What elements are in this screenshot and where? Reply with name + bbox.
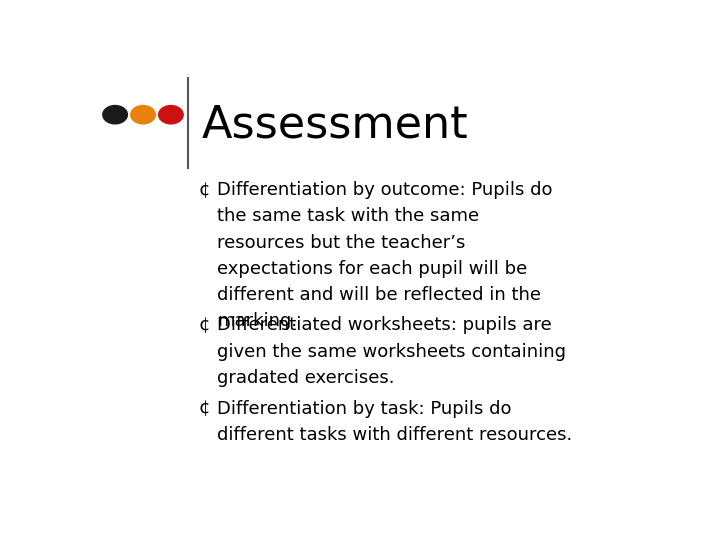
Text: expectations for each pupil will be: expectations for each pupil will be [217,260,528,278]
Circle shape [158,105,183,124]
Text: different and will be reflected in the: different and will be reflected in the [217,286,541,304]
Text: Differentiation by outcome: Pupils do: Differentiation by outcome: Pupils do [217,181,553,199]
Text: ¢: ¢ [199,400,210,417]
Circle shape [103,105,127,124]
Text: ¢: ¢ [199,316,210,334]
Circle shape [131,105,156,124]
Text: resources but the teacher’s: resources but the teacher’s [217,234,466,252]
Text: the same task with the same: the same task with the same [217,207,480,225]
Text: marking.: marking. [217,312,297,330]
Text: Assessment: Assessment [202,104,468,146]
Text: ¢: ¢ [199,181,210,199]
Text: Differentiation by task: Pupils do: Differentiation by task: Pupils do [217,400,512,417]
Text: given the same worksheets containing: given the same worksheets containing [217,342,566,361]
Text: Differentiated worksheets: pupils are: Differentiated worksheets: pupils are [217,316,552,334]
Text: different tasks with different resources.: different tasks with different resources… [217,426,572,444]
Text: gradated exercises.: gradated exercises. [217,369,395,387]
